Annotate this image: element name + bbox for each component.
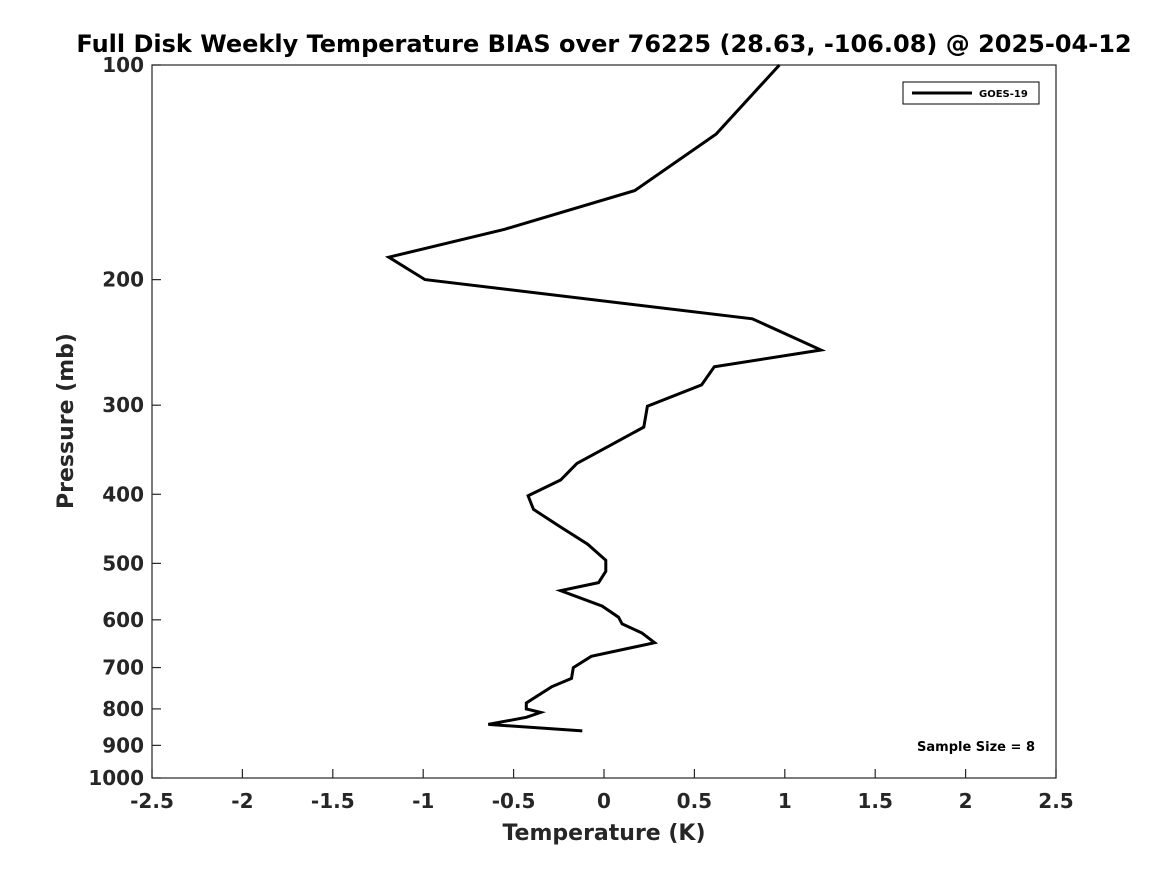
legend-label-goes-19: GOES-19: [979, 89, 1028, 100]
y-tick-label: 200: [102, 268, 144, 292]
x-tick-label: -1: [412, 789, 434, 813]
x-tick-label: 0: [597, 789, 611, 813]
series-line-goes-19: [384, 63, 827, 733]
series-layer: [384, 63, 827, 733]
x-tick-label: -2.5: [130, 789, 174, 813]
y-tick-label: 900: [102, 733, 144, 757]
x-tick-label: -1.5: [311, 789, 355, 813]
x-tick-label: 0.5: [677, 789, 712, 813]
y-tick-label: 100: [102, 53, 144, 77]
legend: GOES-19: [902, 81, 1040, 105]
y-tick-label: 300: [102, 393, 144, 417]
y-tick-label: 600: [102, 608, 144, 632]
x-tick-label: 1: [778, 789, 792, 813]
x-tick-label: -0.5: [492, 789, 536, 813]
x-axis-label: Temperature (K): [502, 821, 705, 846]
x-tick-label: 2.5: [1038, 789, 1073, 813]
plot-area: [151, 64, 1057, 779]
x-axis: -2.5 -2 -1.5 -1 -0.5 0 0.5 1 1.5 2 2.5: [130, 769, 1074, 813]
y-tick-label: 800: [102, 697, 144, 721]
chart-title: Full Disk Weekly Temperature BIAS over 7…: [76, 30, 1131, 58]
y-axis-label: Pressure (mb): [54, 333, 79, 509]
x-tick-label: 2: [959, 789, 973, 813]
y-tick-label: 500: [102, 551, 144, 575]
y-axis: 100 200 300 400 500 600 700 800 900 1000: [88, 53, 161, 790]
y-tick-label: 400: [102, 482, 144, 506]
x-tick-label: -2: [231, 789, 253, 813]
sample-size-annotation: Sample Size = 8: [917, 740, 1035, 755]
y-tick-label: 700: [102, 656, 144, 680]
y-tick-label: 1000: [88, 766, 144, 790]
x-tick-label: 1.5: [857, 789, 892, 813]
